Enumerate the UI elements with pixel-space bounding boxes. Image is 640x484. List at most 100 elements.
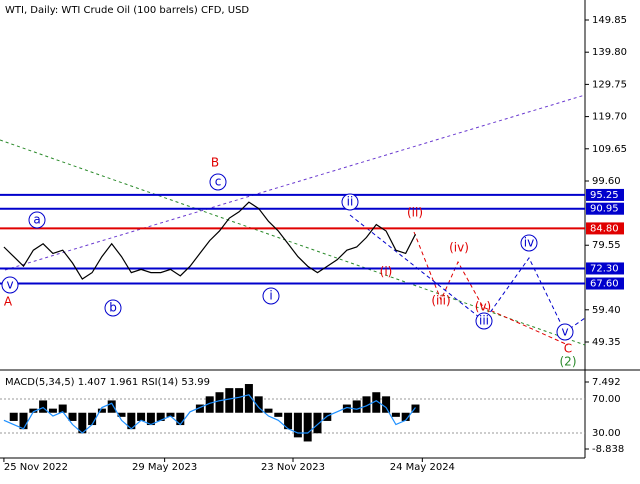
wave-circle [341, 193, 359, 211]
wave-label: (v) [475, 300, 491, 314]
histogram-bar [391, 412, 400, 417]
histogram-bar [156, 412, 165, 421]
level-tag [586, 202, 624, 215]
wave-circle [1, 276, 19, 294]
histogram-bar [58, 404, 67, 413]
wave-label: (ii) [407, 206, 423, 220]
histogram-bar [195, 404, 204, 413]
wave-circle [104, 299, 122, 317]
level-tag [586, 262, 624, 275]
y-tick-label: 70.00 [592, 394, 621, 405]
histogram-bar [78, 412, 87, 434]
histogram-bar [39, 400, 48, 413]
wave-circle [209, 173, 227, 191]
wave-label: ii [347, 195, 354, 209]
wave-label: c [215, 175, 222, 189]
chart-title: WTI, Daily: WTI Crude Oil (100 barrels) … [5, 5, 249, 16]
wave-circle [556, 323, 574, 341]
wave-label: (2) [560, 355, 577, 369]
wave-circle [262, 287, 280, 305]
histogram-bar [225, 388, 234, 413]
histogram-bar [48, 408, 57, 413]
wave-label: i [269, 289, 272, 303]
x-tick-label: 24 May 2024 [390, 462, 455, 473]
histogram-bar [323, 412, 332, 421]
x-tick-label: 23 Nov 2023 [261, 462, 325, 473]
histogram-bar [313, 412, 322, 434]
wave-label: v [561, 325, 568, 339]
histogram-bar [264, 408, 273, 413]
wave-label: (iii) [431, 294, 450, 308]
y-tick-label: 59.40 [592, 305, 621, 316]
histogram-bar [235, 388, 244, 413]
level-tag [586, 222, 624, 235]
histogram-bar [117, 412, 126, 417]
y-tick-label: 79.55 [592, 240, 621, 251]
level-tag [586, 188, 624, 201]
histogram-bar [401, 412, 410, 421]
y-tick-label: 149.85 [592, 15, 627, 26]
wave-label: v [6, 278, 13, 292]
y2-tick-label: 7.492 [592, 377, 621, 388]
histogram-bar [342, 404, 351, 413]
indicator-title: MACD(5,34,5) 1.407 1.961 RSI(14) 53.99 [5, 377, 210, 388]
histogram-bar [382, 396, 391, 413]
wave-label: iii [479, 314, 489, 328]
y-tick-label: 129.75 [592, 79, 627, 90]
histogram-bar [19, 412, 28, 430]
projection [413, 231, 569, 346]
wave-label: a [33, 213, 40, 227]
histogram-bar [166, 412, 175, 417]
histogram-bar [176, 412, 185, 426]
y2-tick-label: -8.838 [592, 444, 624, 455]
x-tick-label: 25 Nov 2022 [4, 462, 68, 473]
indicator-line [3, 394, 416, 434]
histogram-bar [137, 412, 146, 421]
histogram-bar [9, 412, 18, 421]
trend-line [0, 139, 586, 346]
histogram-bar [97, 408, 106, 413]
wave-label: b [109, 301, 117, 315]
level-label: 84.80 [590, 223, 619, 234]
histogram-bar [68, 412, 77, 421]
x-tick-label: 29 May 2023 [132, 462, 197, 473]
y-tick-label: 99.60 [592, 176, 621, 187]
histogram-bar [284, 412, 293, 430]
wave-label: iv [524, 236, 534, 250]
wave-circle [28, 211, 46, 229]
wave-label: A [4, 295, 13, 309]
price-line [3, 201, 417, 280]
level-label: 90.95 [590, 204, 619, 215]
wave-label: C [564, 342, 572, 356]
histogram-bar [303, 412, 312, 442]
level-label: 72.30 [590, 263, 619, 274]
histogram-bar [372, 392, 381, 413]
wave-label: (i) [380, 265, 393, 279]
histogram-bar [88, 412, 97, 426]
histogram-bar [254, 396, 263, 413]
level-tag [586, 277, 624, 290]
wave-circle [520, 234, 538, 252]
trend-line [4, 94, 586, 271]
histogram-bar [146, 412, 155, 426]
histogram-bar [29, 408, 38, 413]
y-tick-label: 30.00 [592, 428, 621, 439]
histogram-bar [293, 412, 302, 438]
histogram-bar [244, 384, 253, 413]
histogram-bar [127, 412, 136, 430]
level-label: 67.60 [590, 279, 619, 290]
y-tick-label: 109.65 [592, 144, 627, 155]
level-label: 95.25 [590, 190, 619, 201]
histogram-bar [107, 400, 116, 413]
histogram-bar [274, 412, 283, 417]
histogram-bar [362, 396, 371, 413]
wave-circle [475, 312, 493, 330]
histogram-bar [205, 396, 214, 413]
histogram-bar [352, 400, 361, 413]
wave-label: B [211, 156, 219, 170]
y-tick-label: 139.80 [592, 47, 627, 58]
histogram-bar [215, 392, 224, 413]
histogram-bar [411, 404, 420, 413]
y-tick-label: 49.35 [592, 337, 621, 348]
